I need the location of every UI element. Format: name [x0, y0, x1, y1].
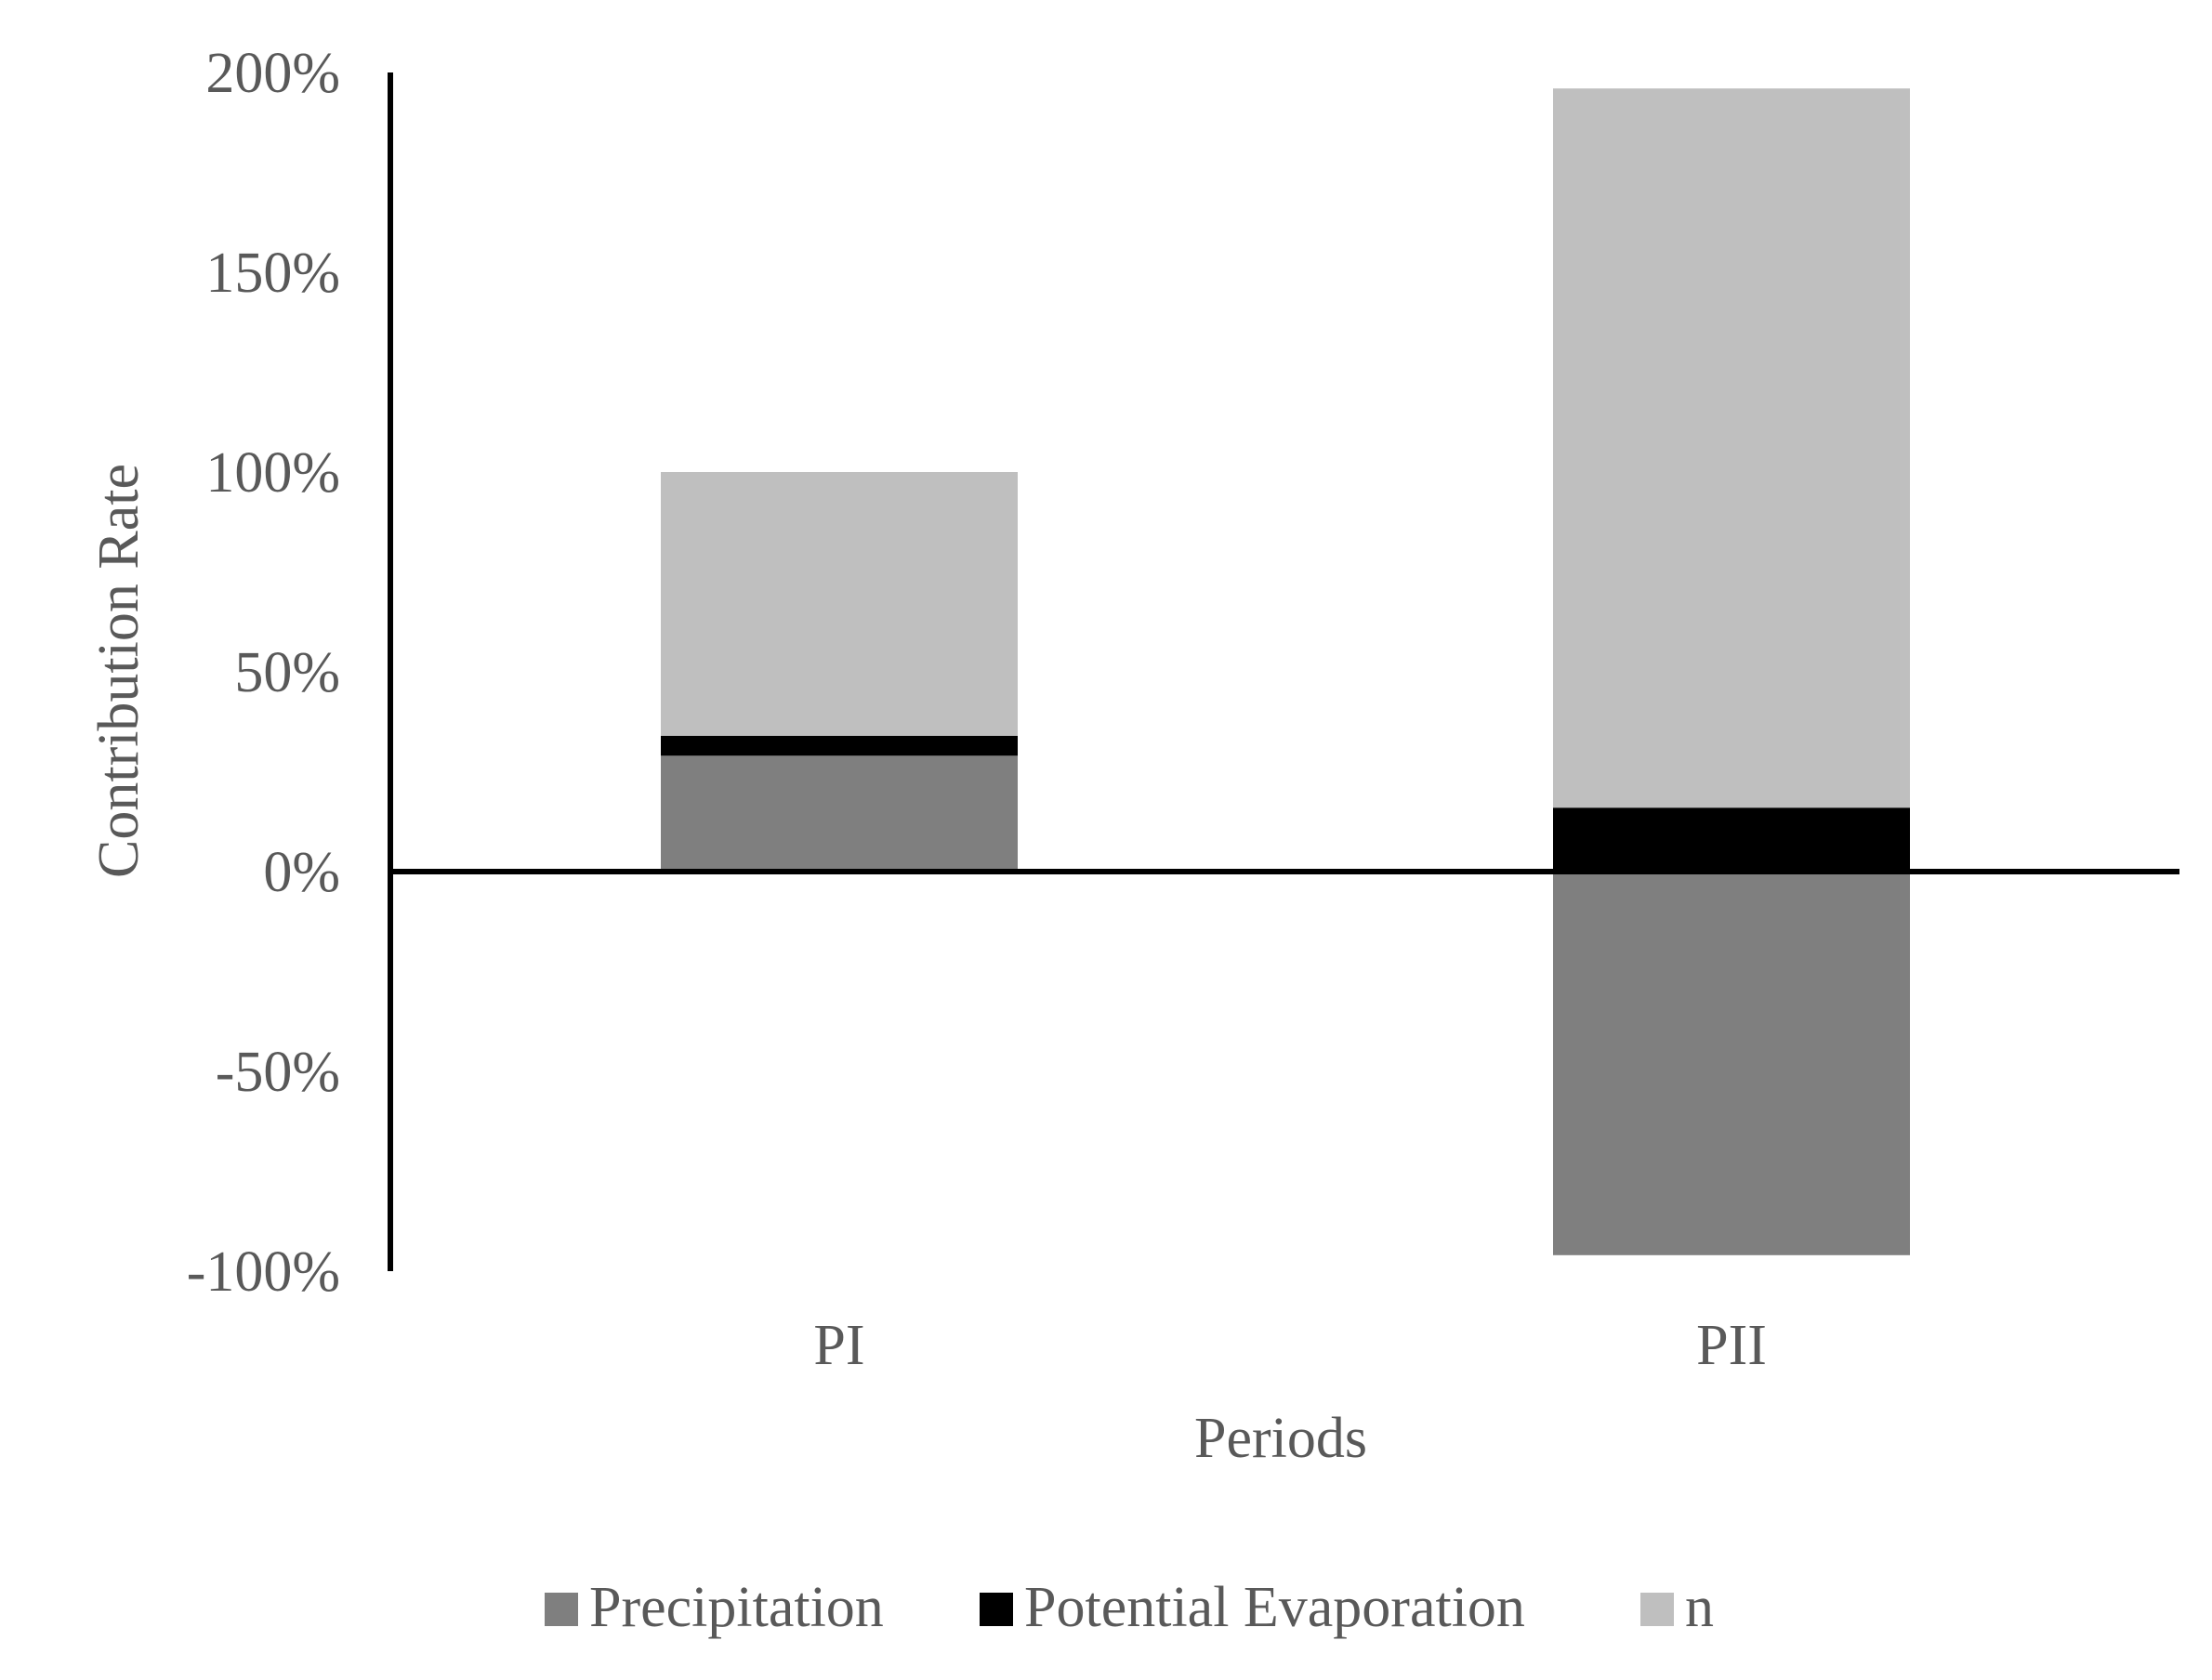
legend: Precipitation Potential Evaporation n — [545, 1576, 1714, 1639]
y-tick-label: 150% — [205, 242, 340, 305]
bar-layer — [661, 88, 1910, 1255]
y-tick-labels: -100% -50% 0% 50% 100% 150% 200% — [187, 42, 340, 1304]
bar-pii-precipitation — [1553, 872, 1910, 1255]
bar-pi-precipitation — [661, 755, 1018, 872]
y-tick-label: 50% — [234, 641, 340, 704]
legend-swatch-n — [1640, 1593, 1674, 1626]
x-axis-title: Periods — [1194, 1407, 1367, 1470]
y-tick-label: 0% — [263, 841, 340, 904]
legend-swatch-precipitation — [545, 1593, 578, 1626]
y-tick-label: 100% — [205, 441, 340, 505]
y-tick-label: -50% — [216, 1041, 340, 1104]
y-axis-title: Contribution Rate — [87, 464, 151, 878]
bar-pi-n — [661, 472, 1018, 736]
bar-pii-potential-evaporation — [1553, 807, 1910, 872]
bar-pi-potential-evaporation — [661, 735, 1018, 756]
legend-label-n: n — [1685, 1576, 1714, 1639]
x-category-label: PI — [813, 1314, 864, 1377]
y-tick-label: -100% — [187, 1240, 340, 1304]
x-category-label: PII — [1696, 1314, 1767, 1377]
axes-layer — [388, 72, 2179, 1271]
bar-pii-n — [1553, 88, 1910, 808]
x-category-labels: PI PII — [813, 1314, 1766, 1377]
legend-label-precipitation: Precipitation — [589, 1576, 884, 1639]
y-tick-label: 200% — [205, 42, 340, 105]
legend-swatch-potential-evaporation — [980, 1593, 1013, 1626]
legend-label-potential-evaporation: Potential Evaporation — [1024, 1576, 1525, 1639]
